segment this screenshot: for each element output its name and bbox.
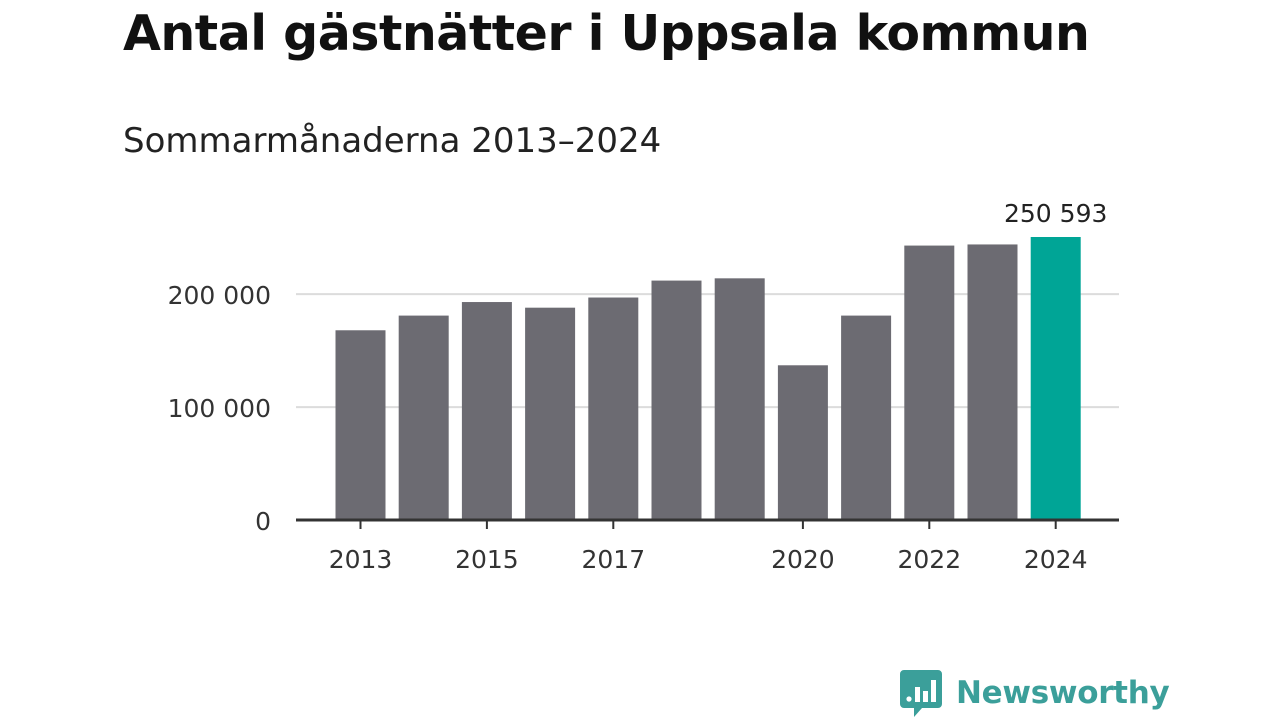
brand-name: Newsworthy <box>956 675 1170 711</box>
bar-2022 <box>904 245 955 520</box>
bar-2018 <box>651 280 702 520</box>
chart-title: Antal gästnätter i Uppsala kommun <box>123 5 1090 62</box>
x-tick-label: 2015 <box>455 545 519 574</box>
bar-2021 <box>841 315 892 520</box>
bar-2016 <box>525 307 576 520</box>
x-tick-label: 2013 <box>329 545 393 574</box>
bar-2019 <box>714 278 765 520</box>
bar-chart: 0 100 000 200 000 250 593 2013 2015 2017 2020 20… <box>168 199 1119 574</box>
bar-2015 <box>461 302 512 520</box>
chart-subtitle: Sommarmånaderna 2013–2024 <box>123 121 662 161</box>
bar-2014 <box>398 315 449 520</box>
y-tick-label: 200 000 <box>168 281 271 310</box>
bar-2020 <box>777 365 828 520</box>
x-tick-label: 2020 <box>771 545 835 574</box>
bar-2024 <box>1030 237 1081 520</box>
x-tick-label: 2022 <box>897 545 961 574</box>
bar-chart-speech-bubble-icon <box>900 670 942 717</box>
bar-2013 <box>335 330 386 520</box>
bar-2017 <box>588 297 639 520</box>
data-label: 250 593 <box>1004 199 1107 228</box>
brand-logo: Newsworthy <box>900 668 1170 718</box>
bar-2023 <box>967 244 1018 520</box>
x-tick-label: 2024 <box>1024 545 1088 574</box>
y-tick-label: 100 000 <box>168 394 271 423</box>
y-tick-label: 0 <box>255 507 271 536</box>
x-tick-label: 2017 <box>581 545 645 574</box>
